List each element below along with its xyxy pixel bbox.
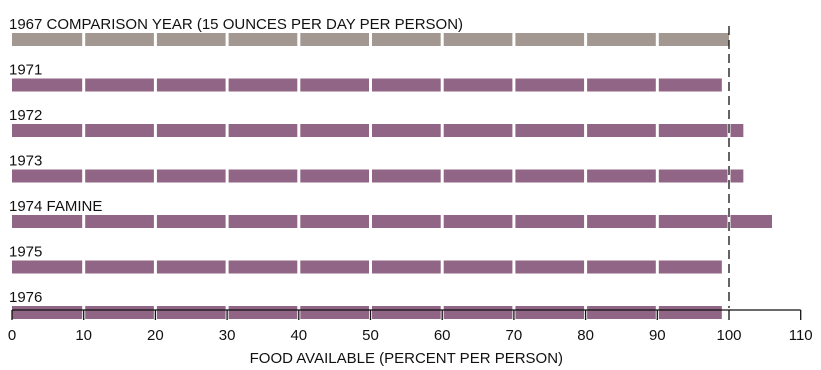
bar-segment-gap [584, 260, 588, 274]
bar-segment-gap [655, 124, 659, 137]
x-tick-label: 10 [75, 327, 92, 344]
x-tick-label: 50 [362, 327, 379, 344]
bar-segment-gap [153, 78, 157, 92]
bar-segment-gap [727, 215, 731, 228]
bar-segment-gap [655, 169, 659, 183]
category-label: 1975 [9, 244, 42, 261]
bar-segment-gap [153, 124, 157, 137]
bar-segment-gap [297, 215, 301, 228]
bar-segment-gap [297, 260, 301, 274]
x-tick-label: 20 [147, 327, 164, 344]
bar-segment-gap [82, 169, 86, 183]
x-tick-label: 70 [506, 327, 523, 344]
bar-segment-gap [584, 169, 588, 183]
x-axis-title: FOOD AVAILABLE (PERCENT PER PERSON) [250, 350, 563, 367]
bar-segment-gap [655, 78, 659, 92]
x-tick-label: 110 [789, 327, 813, 344]
bar-segment-gap [584, 33, 588, 46]
bar-segment-gap [584, 78, 588, 92]
x-tick-label: 60 [434, 327, 451, 344]
x-tick-label: 100 [716, 327, 741, 344]
bar-segment-gap [82, 78, 86, 92]
category-label: 1976 [9, 289, 42, 306]
bar-segment-gap [584, 124, 588, 137]
bar-segment-gap [512, 169, 516, 183]
category-label: 1973 [9, 153, 42, 170]
bar-segment-gap [225, 260, 229, 274]
bar-segment-gap [440, 33, 444, 46]
bar-segment-gap [297, 33, 301, 46]
bar-segment-gap [727, 169, 731, 183]
bar-segment-gap [369, 33, 372, 46]
bar-segment-gap [440, 215, 444, 228]
bar-segment-gap [153, 33, 157, 46]
bar-segment-gap [297, 78, 301, 92]
bar [12, 124, 744, 137]
x-axis: 0 10 20 30 40 50 60 70 80 90 100 110 [8, 309, 813, 344]
bar [12, 306, 722, 319]
bar-segment-gap [225, 124, 229, 137]
bar-segment-gap [225, 78, 229, 92]
bar-segment-gap [440, 78, 444, 92]
bar-segment-gap [153, 215, 157, 228]
bar-segment-gap [369, 260, 372, 274]
bar [12, 78, 722, 92]
bar-segment-gap [153, 260, 157, 274]
bar-segment-gap [512, 78, 516, 92]
bar-segment-gap [512, 260, 516, 274]
bar-segment-gap [82, 33, 86, 46]
bar [12, 215, 773, 228]
bar-segment-gap [82, 124, 86, 137]
category-label: 1972 [9, 107, 42, 124]
bar-segment-gap [512, 215, 516, 228]
bar-segment-gap [584, 215, 588, 228]
bar-segment-gap [297, 124, 301, 137]
x-tick-label: 80 [577, 327, 594, 344]
bar-segment-gap [655, 260, 659, 274]
bar-segment-gap [440, 124, 444, 137]
bar-segment-gap [369, 78, 372, 92]
bar-segment-gap [512, 33, 516, 46]
bar [12, 169, 744, 183]
bar-segment-gap [153, 169, 157, 183]
bar-segment-gap [440, 260, 444, 274]
bar-segment-gap [369, 124, 372, 137]
bars-group [12, 33, 773, 319]
bar-segment-gap [512, 124, 516, 137]
bar-segment-gap [225, 169, 229, 183]
bar-segment-gap [369, 169, 372, 183]
category-label: 1974 FAMINE [9, 198, 102, 215]
category-label: 1971 [9, 62, 42, 79]
x-tick-label: 30 [219, 327, 236, 344]
x-tick-label: 90 [649, 327, 666, 344]
category-labels-group: 1967 COMPARISON YEAR (15 OUNCES PER DAY … [9, 16, 463, 306]
bar [12, 260, 722, 274]
x-tick-label: 40 [290, 327, 307, 344]
bar-segment-gap [440, 169, 444, 183]
bar-segment-gap [225, 215, 229, 228]
bar-segment-gap [225, 33, 229, 46]
x-tick-label: 0 [8, 327, 16, 344]
bar-segment-gap [655, 33, 659, 46]
bar-segment-gap [655, 215, 659, 228]
bar-segment-gap [297, 169, 301, 183]
category-label: 1967 COMPARISON YEAR (15 OUNCES PER DAY … [9, 16, 463, 33]
bar-segment-gap [82, 215, 86, 228]
bar-segment-gap [369, 215, 372, 228]
bar-segment-gap [82, 260, 86, 274]
